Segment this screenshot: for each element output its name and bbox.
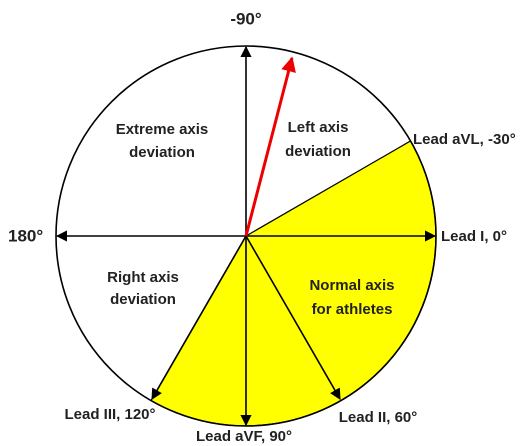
lead-label: Lead III, 120° xyxy=(64,406,155,423)
region-label: for athletes xyxy=(312,301,393,318)
lead-label: Lead II, 60° xyxy=(339,409,418,426)
region-label: Right axis xyxy=(107,269,179,286)
lead-label: Lead aVL, -30° xyxy=(413,131,516,148)
region-label: deviation xyxy=(110,291,176,308)
red-arrow xyxy=(244,56,296,237)
region-label: deviation xyxy=(129,144,195,161)
top-label: -90° xyxy=(230,9,262,28)
lead-label: Lead I, 0° xyxy=(441,228,507,245)
left-label: 180° xyxy=(8,226,43,245)
region-label: Normal axis xyxy=(309,277,394,294)
lead-ii-arrow xyxy=(245,235,341,400)
region-label: Extreme axis xyxy=(116,121,209,138)
region-label: deviation xyxy=(285,143,351,160)
lead-label: Lead aVF, 90° xyxy=(196,428,292,445)
region-label: Left axis xyxy=(288,119,349,136)
lead-iii-arrow xyxy=(151,235,247,400)
